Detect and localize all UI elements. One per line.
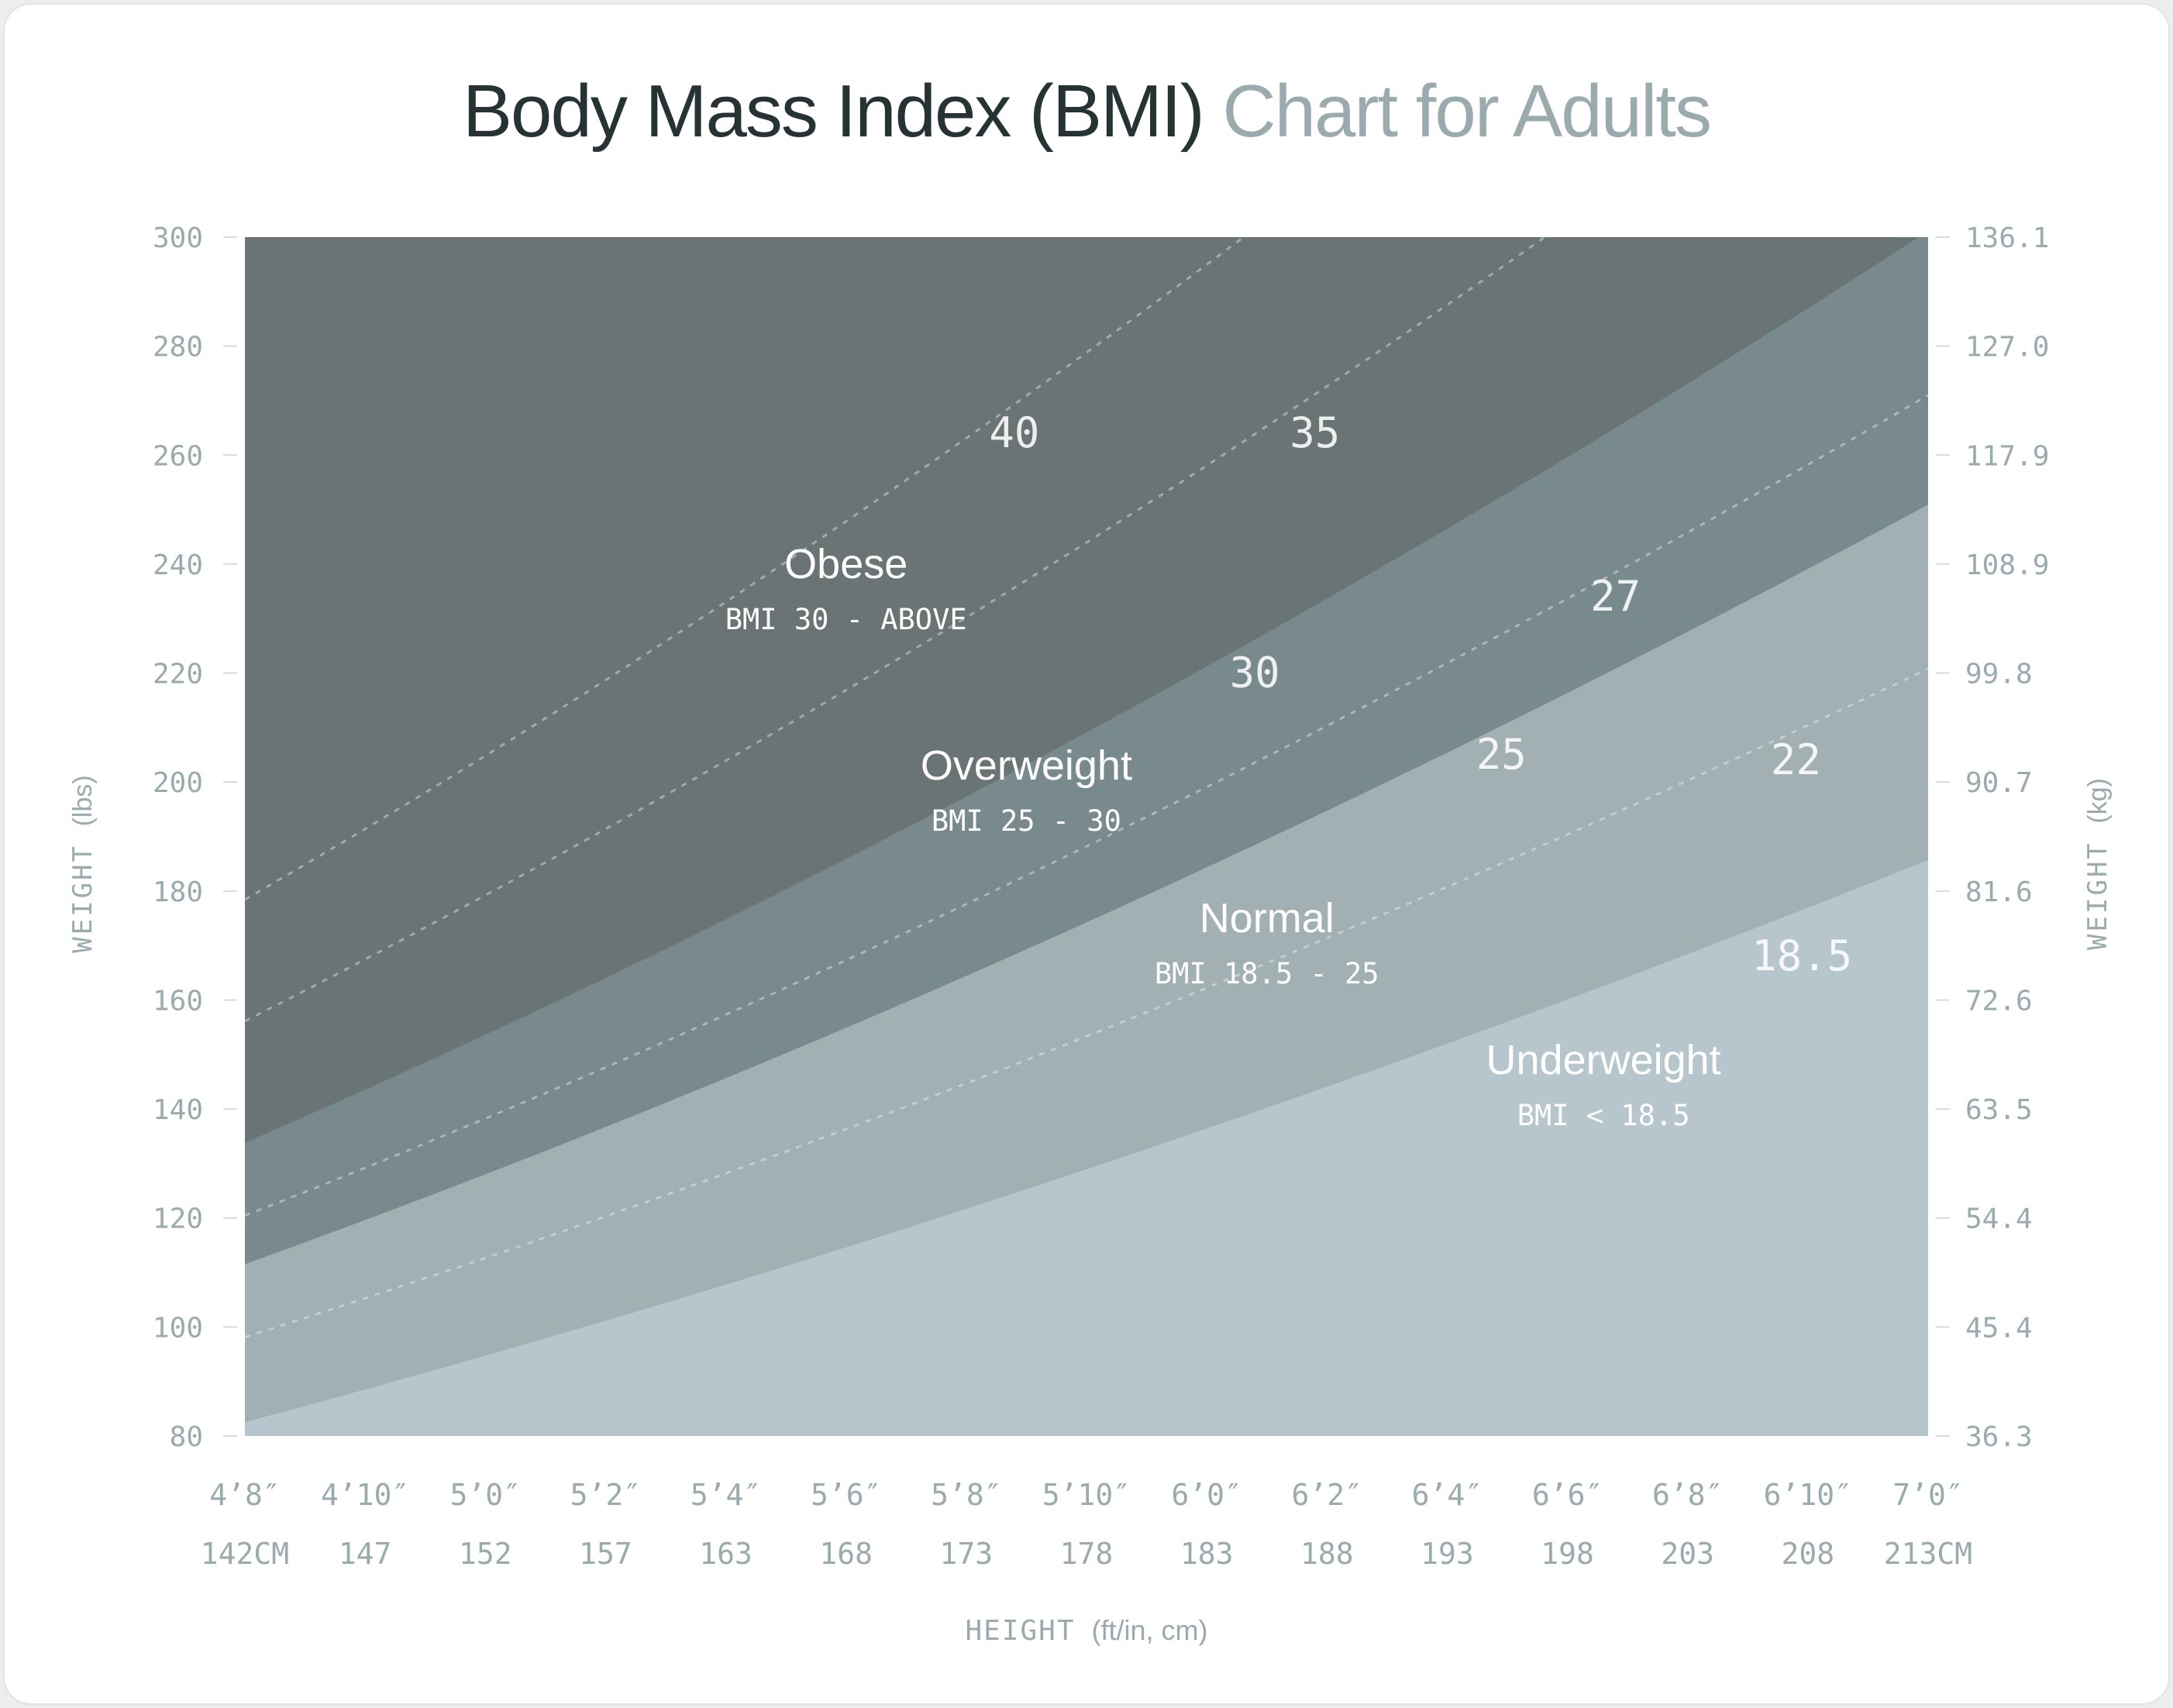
y-tick-label-kg: 63.5 [1965,1094,2033,1126]
x-tick-label-ft: 5’0″ [450,1478,522,1512]
bmi-line-label-25: 25 [1476,730,1527,779]
x-tick-label-cm: 147 [339,1537,392,1571]
y-tick-label-kg: 127.0 [1965,332,2049,363]
x-tick-label-ft: 4’8″ [209,1478,281,1512]
y-tick-label-kg: 36.3 [1965,1421,2033,1453]
y-tick-label-kg: 136.1 [1965,222,2049,254]
category-name-overweight: Overweight [921,742,1132,789]
y-tick-label-lbs: 140 [153,1094,203,1126]
x-tick-label-ft: 5’10″ [1042,1478,1131,1512]
x-tick-label-ft: 6’8″ [1652,1478,1724,1512]
x-tick-label-ft: 6’4″ [1412,1478,1483,1512]
bmi-line-label-18-5: 18.5 [1751,931,1852,980]
dashed-line-bmi-35 [245,237,1548,1023]
x-tick-label-cm: 142CM [201,1537,289,1571]
category-labels: Obese BMI 30 - ABOVE Overweight BMI 25 - 30… [725,541,1721,1132]
x-tick-label-ft: 5’8″ [931,1478,1002,1512]
y-tick-label-lbs: 300 [153,222,203,254]
x-axis-ticks: 4’8″ 142CM 4’10″ 147 5’0″ 152 5’2″ 157 5’4″ 163 5’… [201,1478,1972,1571]
x-tick-label-cm: 178 [1060,1537,1114,1571]
y-tick-label-kg: 90.7 [1965,767,2033,799]
x-tick-label-cm: 208 [1782,1537,1835,1571]
x-tick-label-ft: 6’10″ [1764,1478,1852,1512]
y-tick-label-lbs: 280 [153,332,203,363]
bmi-line-label-30: 30 [1230,649,1280,697]
x-tick-label-cm: 157 [579,1537,632,1571]
y-tick-label-kg: 99.8 [1965,659,2033,690]
y-tick-label-lbs: 80 [170,1421,203,1453]
x-tick-label-cm: 152 [459,1537,512,1571]
dashed-line-bmi-40 [245,237,1246,901]
bmi-line-label-27: 27 [1590,572,1641,621]
category-range-obese: BMI 30 - ABOVE [725,603,967,636]
left-axis-label: WEIGHT (lbs) [67,775,98,952]
y-tick-label-kg: 72.6 [1965,985,2033,1017]
dashed-line-bmi-27 [245,394,1928,1217]
y-tick-label-kg: 54.4 [1965,1204,2033,1235]
bottom-axis-label: HEIGHT (ft/in, cm) [965,1614,1207,1647]
x-tick-label-ft: 4’10″ [321,1478,409,1512]
y-tick-label-kg: 45.4 [1965,1312,2033,1344]
title-accent: Chart for Adults [1222,70,1712,153]
y-tick-label-lbs: 260 [153,440,203,472]
y-axis-ticks: 300 136.1 280 127.0 260 117.9 240 108.9 220 99.8 2… [153,222,2049,1453]
y-tick-label-lbs: 100 [153,1312,203,1344]
x-tick-label-ft: 5’6″ [811,1478,882,1512]
y-tick-label-lbs: 220 [153,659,203,690]
y-tick-label-kg: 117.9 [1965,440,2049,472]
x-tick-label-ft: 7’0″ [1892,1478,1964,1512]
category-range-overweight: BMI 25 - 30 [932,804,1121,838]
x-tick-label-cm: 163 [699,1537,752,1571]
chart-title: Body Mass Index (BMI) Chart for Adults [0,74,2173,149]
dashed-bmi-lines [245,237,1928,1338]
y-tick-label-lbs: 240 [153,549,203,581]
y-tick-label-lbs: 160 [153,985,203,1017]
bmi-line-label-40: 40 [989,408,1039,457]
y-tick-label-lbs: 200 [153,767,203,799]
x-tick-label-cm: 213CM [1884,1537,1972,1571]
band-underweight [245,859,1928,1436]
y-tick-label-kg: 81.6 [1965,876,2033,908]
y-tick-label-lbs: 120 [153,1204,203,1235]
category-range-normal: BMI 18.5 - 25 [1155,957,1379,990]
x-tick-label-cm: 203 [1661,1537,1714,1571]
category-name-normal: Normal [1200,895,1334,942]
bmi-line-label-35: 35 [1290,408,1340,457]
right-axis-label: WEIGHT (kg) [2082,778,2113,950]
x-tick-label-cm: 188 [1300,1537,1354,1571]
category-name-obese: Obese [784,541,907,587]
x-tick-label-cm: 198 [1541,1537,1594,1571]
x-tick-label-cm: 168 [819,1537,873,1571]
x-tick-label-ft: 5’4″ [690,1478,762,1512]
x-tick-label-cm: 193 [1421,1537,1474,1571]
y-tick-label-kg: 108.9 [1965,549,2049,581]
bmi-bands [245,237,1928,1436]
x-tick-label-ft: 6’0″ [1171,1478,1242,1512]
x-tick-label-cm: 183 [1180,1537,1234,1571]
x-tick-label-ft: 6’2″ [1292,1478,1363,1512]
x-tick-label-ft: 5’2″ [570,1478,642,1512]
bmi-line-labels: 30 25 18.5 40 35 27 22 [989,408,1852,980]
y-tick-label-lbs: 180 [153,876,203,908]
category-name-underweight: Underweight [1486,1037,1721,1083]
title-main: Body Mass Index (BMI) [463,70,1205,153]
bmi-line-label-22: 22 [1771,735,1821,784]
x-tick-label-ft: 6’6″ [1532,1478,1603,1512]
category-range-underweight: BMI < 18.5 [1517,1099,1690,1132]
dashed-line-bmi-22 [245,667,1928,1338]
x-tick-label-cm: 173 [940,1537,994,1571]
